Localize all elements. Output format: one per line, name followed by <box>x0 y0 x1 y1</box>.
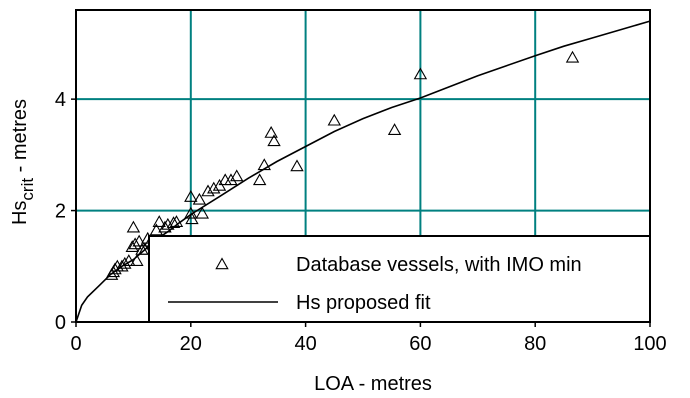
data-point <box>184 190 198 202</box>
x-tick-label: 40 <box>294 333 316 355</box>
data-point <box>169 215 184 227</box>
x-tick-label: 80 <box>524 333 546 355</box>
data-point <box>130 254 144 266</box>
x-tick-label: 60 <box>409 333 431 355</box>
data-point <box>132 234 146 247</box>
data-point <box>192 192 207 205</box>
legend-label-scatter: Database vessels, with IMO min <box>296 254 582 276</box>
data-point <box>264 125 278 138</box>
data-point <box>195 206 209 219</box>
data-point <box>565 50 580 63</box>
y-tick-label: 4 <box>55 89 66 111</box>
data-point <box>161 217 175 230</box>
data-point <box>230 169 244 182</box>
plot-frame <box>75 9 651 323</box>
x-axis-title: LOA - metres <box>314 373 432 395</box>
y-axis-title: Hscrit - metres <box>9 99 37 225</box>
data-point <box>149 223 164 236</box>
data-point <box>166 216 181 229</box>
data-point <box>201 184 215 197</box>
legend-label-fit: Hs proposed fit <box>296 292 431 314</box>
y-tick-label: 2 <box>55 201 66 223</box>
x-tick-label: 100 <box>633 333 666 355</box>
data-point <box>185 212 199 225</box>
data-point <box>327 113 342 126</box>
y-axis-title-main: Hs <box>9 201 31 225</box>
data-point <box>267 134 281 147</box>
data-point <box>138 242 152 255</box>
data-point <box>126 220 141 233</box>
data-point <box>252 173 267 186</box>
grid <box>76 10 650 322</box>
data-point <box>128 237 142 250</box>
data-point <box>290 159 304 172</box>
data-point <box>224 173 238 186</box>
y-tick-label: 0 <box>55 312 66 334</box>
data-point <box>387 123 402 136</box>
y-axis-title-subscript: crit <box>18 178 37 201</box>
y-axis-title-suffix: - metres <box>9 99 31 178</box>
x-tick-label: 20 <box>180 333 202 355</box>
legend-box <box>148 235 651 323</box>
data-point <box>207 181 221 194</box>
legend-triangle-icon <box>215 257 229 270</box>
x-tick-label: 0 <box>70 333 81 355</box>
legend: Database vessels, with IMO min Hs propos… <box>148 235 651 323</box>
legend-marker-triangle <box>215 257 229 270</box>
data-point <box>184 206 198 219</box>
data-point <box>122 254 136 266</box>
data-point <box>257 158 271 171</box>
data-point <box>152 215 166 227</box>
tick-labels: 0 20 40 60 80 100 0 2 4 <box>55 89 667 355</box>
data-point <box>413 67 428 80</box>
data-point <box>118 256 132 269</box>
